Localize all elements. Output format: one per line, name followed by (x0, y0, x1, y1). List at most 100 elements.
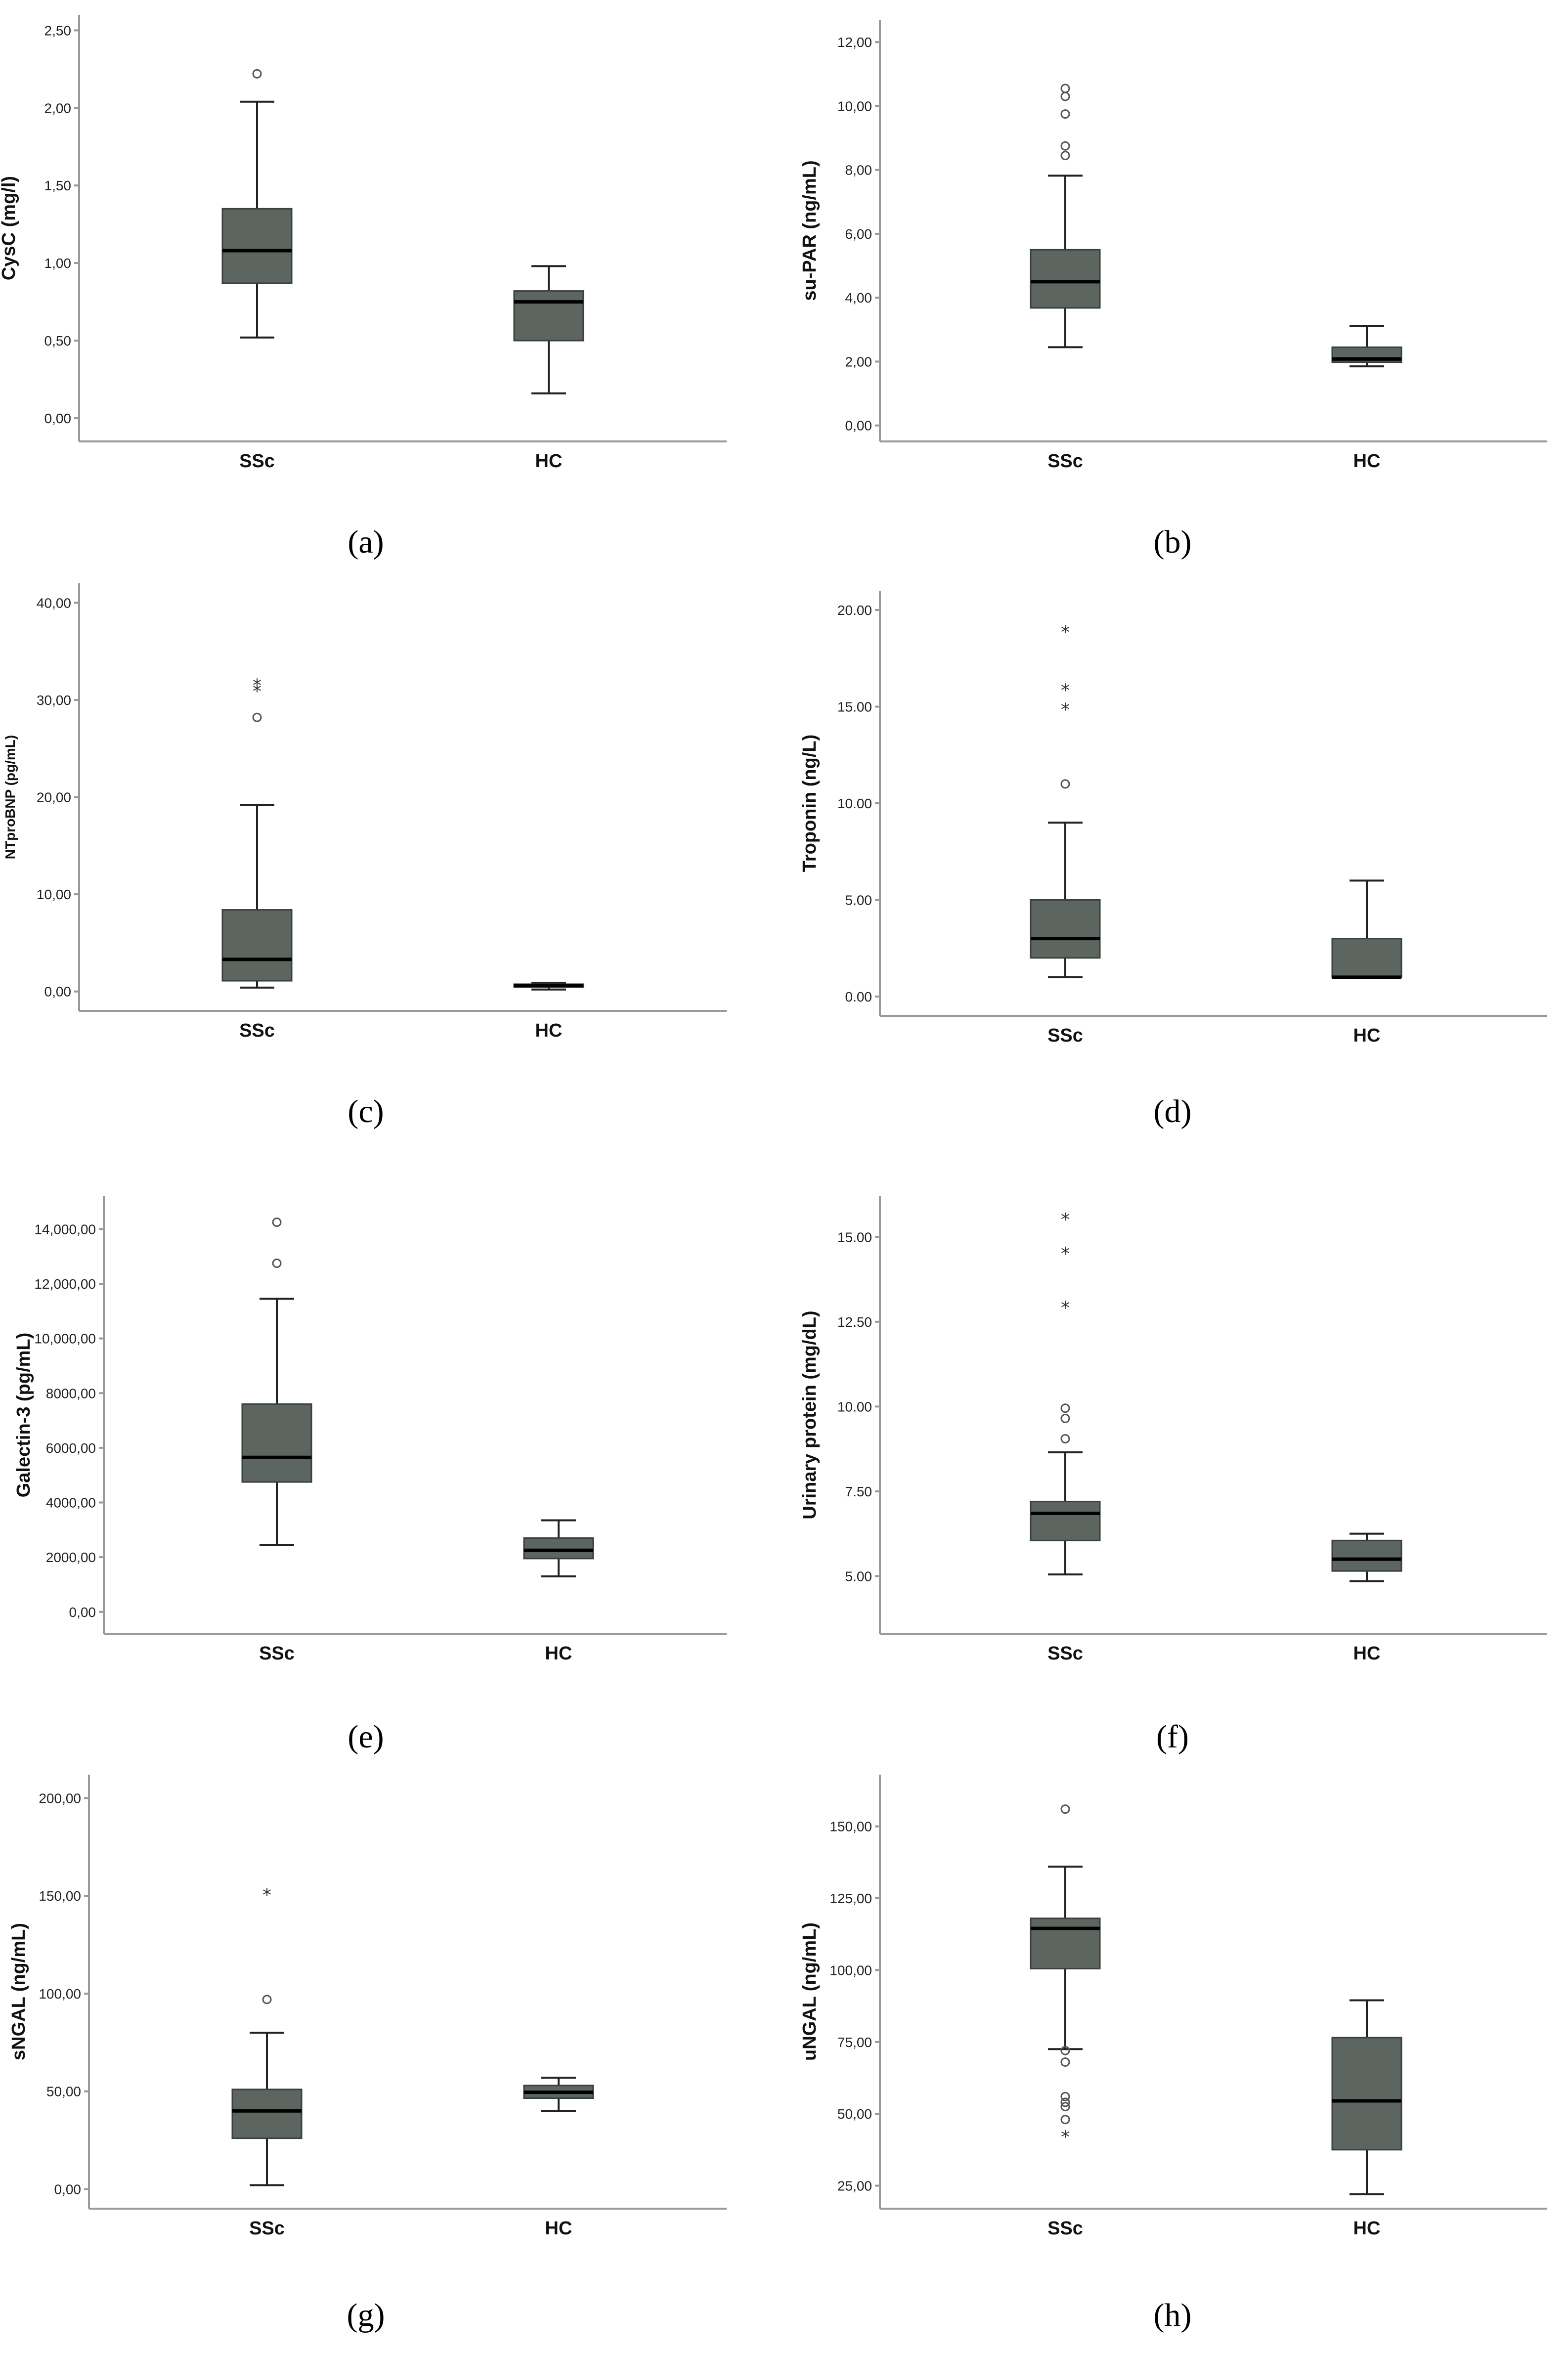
y-tick-label: 12,000,00 (34, 1276, 96, 1292)
x-category-label: HC (1353, 1643, 1381, 1664)
panel-h: 25,00 50,00 75,00 100,00 125,00 150,00 uNGAL (… (799, 1775, 1547, 2333)
box-hc (513, 265, 584, 394)
extreme-point: * (1061, 680, 1070, 700)
iqr-box (1331, 938, 1402, 978)
panel-label: (d) (1154, 1093, 1192, 1130)
box-hc (1331, 1999, 1402, 2195)
y-tick-label: 10,000,00 (34, 1331, 96, 1347)
y-tick-label: 2,00 (44, 100, 72, 116)
box-ssc: *** (1030, 622, 1101, 978)
y-tick-label: 2,00 (845, 354, 872, 369)
box-ssc (241, 1218, 312, 1546)
panel-label: (e) (348, 1719, 384, 1755)
x-category-label: SSc (249, 2218, 285, 2239)
x-category-label: HC (535, 451, 563, 472)
extreme-point: * (1061, 622, 1070, 643)
box-ssc: * (1030, 1804, 1101, 2147)
y-tick-label: 0,50 (44, 333, 72, 349)
iqr-box (1331, 1539, 1402, 1572)
iqr-box (1030, 899, 1101, 959)
iqr-box (231, 2089, 303, 2139)
y-axis-title: Galectin-3 (pg/mL) (13, 1333, 34, 1498)
box-ssc: * (231, 1885, 303, 2186)
y-tick-label: 10.00 (837, 1399, 872, 1414)
y-tick-label: 15.00 (837, 1229, 872, 1245)
iqr-box (513, 290, 584, 342)
y-tick-label: 12,00 (837, 35, 872, 50)
y-tick-label: 0,00 (44, 411, 72, 426)
iqr-box (1331, 2037, 1402, 2151)
x-category-label: SSc (239, 1020, 275, 1041)
extreme-point: * (1061, 700, 1070, 720)
outlier-point (1060, 2102, 1070, 2112)
box-hc (1331, 325, 1402, 368)
panel-label: (g) (347, 2297, 385, 2333)
outlier-point (262, 1995, 272, 2004)
outlier-point (1060, 141, 1070, 151)
outlier-point (252, 69, 262, 79)
y-axis-title: Urinary protein (mg/dL) (799, 1310, 820, 1519)
x-category-label: HC (545, 2218, 572, 2239)
y-tick-label: 1,50 (44, 178, 72, 193)
outlier-point (1060, 1434, 1070, 1444)
y-tick-label: 8,00 (845, 163, 872, 178)
y-tick-label: 4000,00 (46, 1495, 96, 1511)
panel-c: 0,00 10,00 20,00 30,00 40,00 NTproBNP (pg/mL)… (2, 583, 727, 1130)
y-tick-label: 30,00 (37, 693, 71, 708)
outlier-point (1060, 84, 1070, 93)
y-tick-label: 0,00 (44, 984, 72, 1000)
y-tick-label: 10.00 (837, 796, 872, 811)
outlier-point (1060, 91, 1070, 101)
extreme-point: * (1061, 1298, 1070, 1318)
iqr-box (1030, 1500, 1101, 1541)
y-tick-label: 6000,00 (46, 1440, 96, 1456)
outlier-point (1060, 1804, 1070, 1814)
panel-label: (h) (1154, 2297, 1192, 2333)
outlier-point (1060, 1413, 1070, 1423)
box-ssc: ** (221, 676, 293, 989)
panel-label: (a) (348, 524, 384, 560)
iqr-box (241, 1403, 312, 1483)
y-tick-label: 8000,00 (46, 1386, 96, 1401)
outlier-point (1060, 2097, 1070, 2107)
y-tick-label: 50,00 (46, 2084, 81, 2099)
x-category-label: SSc (1047, 2218, 1083, 2239)
panel-f: 5.00 7.50 10.00 12.50 15.00 Urinary protein (… (799, 1196, 1547, 1755)
y-tick-label: 150,00 (829, 1819, 872, 1834)
outlier-point (1060, 2057, 1070, 2067)
y-tick-label: 12.50 (837, 1314, 872, 1330)
iqr-box (221, 208, 293, 284)
panel-d: 0.00 5.00 10.00 15.00 20.00 Troponin (ng/L) SS… (799, 591, 1547, 1130)
box-hc (523, 2077, 594, 2112)
y-tick-label: 10,00 (837, 98, 872, 114)
outlier-point (1060, 779, 1070, 789)
y-tick-label: 200,00 (39, 1790, 81, 1806)
y-tick-label: 20.00 (837, 603, 872, 618)
y-tick-label: 0,00 (69, 1605, 96, 1620)
y-tick-label: 5.00 (845, 892, 872, 908)
y-axis-title: sNGAL (ng/mL) (8, 1923, 29, 2060)
y-tick-label: 2000,00 (46, 1550, 96, 1565)
outlier-point (1060, 2046, 1070, 2055)
x-category-label: SSc (239, 451, 275, 472)
panel-label: (b) (1154, 524, 1192, 560)
box-hc (513, 981, 584, 991)
y-tick-label: 5.00 (845, 1569, 872, 1584)
box-hc (1331, 1532, 1402, 1582)
panel-g: 0,00 50,00 100,00 150,00 200,00 sNGAL (ng/mL)… (8, 1775, 727, 2333)
x-category-label: SSc (1047, 1025, 1083, 1046)
y-tick-label: 14,000,00 (34, 1221, 96, 1237)
extreme-point: * (1061, 2127, 1070, 2147)
outlier-point (1060, 109, 1070, 119)
y-tick-label: 6,00 (845, 226, 872, 242)
outlier-point (252, 712, 262, 722)
extreme-point: * (262, 1885, 271, 1905)
x-category-label: HC (1353, 2218, 1381, 2239)
x-category-label: HC (545, 1643, 572, 1664)
outlier-point (272, 1218, 282, 1227)
y-tick-label: 100,00 (39, 1986, 81, 2002)
x-category-label: HC (1353, 1025, 1381, 1046)
outlier-point (1060, 2092, 1070, 2101)
y-tick-label: 20,00 (37, 790, 71, 805)
